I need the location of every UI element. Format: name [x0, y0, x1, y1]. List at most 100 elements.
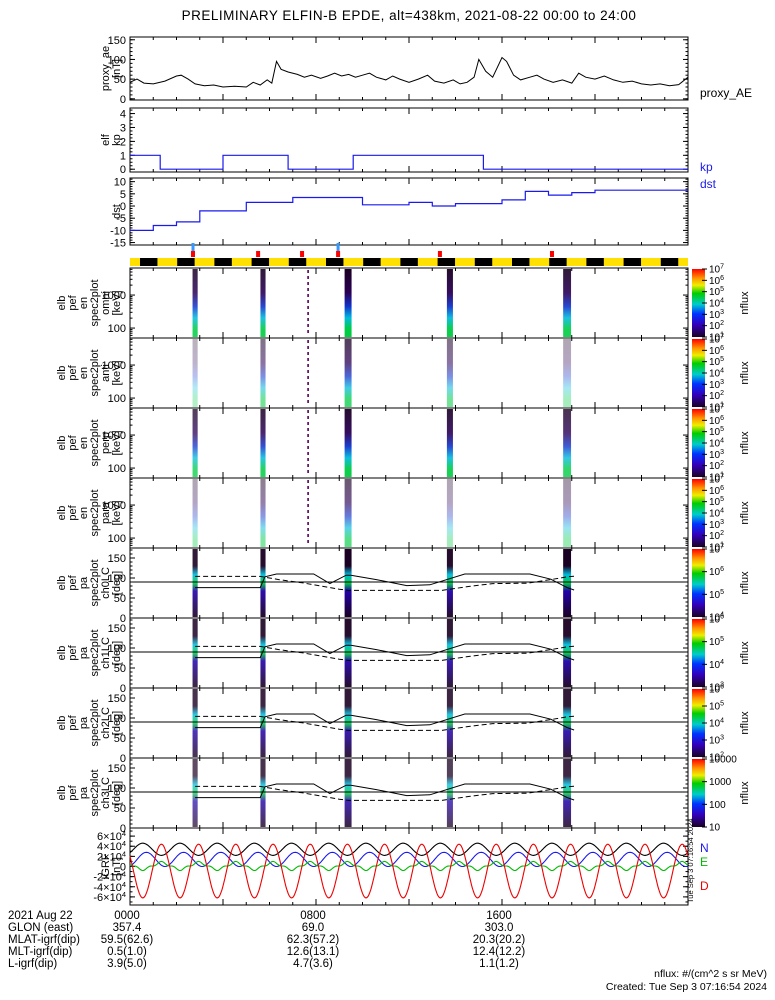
footer-row-label: MLAT-igrf(dip) — [8, 934, 80, 946]
y-tick-label: 3 — [120, 122, 126, 134]
panel-left-label-word: anti — [100, 364, 112, 382]
panel-kp — [129, 107, 689, 173]
panel-frame — [129, 477, 689, 549]
y-tick-label: 150 — [108, 623, 126, 635]
losscone-solid-curve — [195, 783, 575, 801]
colorbar — [692, 759, 705, 827]
colorbar-tick-label: 106 — [709, 275, 724, 287]
colorbar-tick-label: 104 — [709, 438, 724, 450]
orbit-bar-night — [363, 258, 381, 266]
losscone-solid-curve — [195, 713, 575, 731]
y-tick-label: 50 — [114, 663, 126, 675]
orbit-bar-night — [177, 258, 195, 266]
y-tick-label: 150 — [108, 693, 126, 705]
data-strip — [260, 549, 266, 617]
colorbar-tick-label: 103 — [709, 309, 724, 321]
panel-left-label-word: spec2plot — [89, 559, 101, 606]
colorbar-tick-label: 103 — [709, 682, 724, 694]
colorbar-tick-label: 107 — [709, 404, 724, 416]
science-zone-mark-red — [336, 251, 341, 257]
panel-pa_ch2lc — [129, 687, 707, 759]
y-tick-label: 100 — [108, 54, 126, 66]
science-zone-mark-red — [300, 251, 305, 257]
data-strip — [446, 339, 453, 407]
panel-dst — [129, 177, 689, 246]
igrf-component-label: E — [700, 855, 708, 869]
panel-frame — [129, 687, 689, 759]
colorbar — [692, 619, 705, 687]
data-strip — [260, 689, 266, 757]
panel-left-label-word: pef — [67, 434, 79, 450]
colorbar-tick-label: 105 — [709, 356, 724, 368]
panel-spec_omni — [129, 267, 707, 339]
data-strip — [446, 689, 453, 757]
y-tick-label: 100 — [108, 713, 126, 725]
colorbar-title: nflux — [739, 291, 751, 315]
panel-left-label-word: elb — [56, 366, 68, 381]
colorbar-tick-label: 106 — [709, 345, 724, 357]
colorbar-tick-label: 105 — [709, 589, 724, 601]
y-tick-label: -5 — [116, 213, 126, 225]
y-tick-label: -15 — [110, 238, 126, 250]
colorbar-tick-label: 102 — [709, 530, 724, 542]
data-strip — [344, 549, 352, 617]
panel-left-label-word: [keV] — [111, 500, 123, 525]
data-strip — [563, 339, 572, 407]
y-tick-label: 100 — [108, 393, 126, 405]
data-strip — [260, 479, 266, 547]
footer-row-label: 2021 Aug 22 — [8, 910, 73, 922]
colorbar-title: nflux — [739, 431, 751, 455]
panel-left-label-word: [keV] — [111, 430, 123, 455]
y-tick-label: 100 — [108, 783, 126, 795]
colorbar — [692, 549, 705, 617]
data-strip — [563, 479, 572, 547]
colorbar — [692, 409, 705, 477]
orbit-bar-night — [139, 258, 158, 266]
footer-row-label: GLON (east) — [8, 922, 74, 934]
science-zone-mark-red — [256, 251, 261, 257]
nflux-units-note: nflux: #/(cm^2 s sr MeV) — [654, 968, 767, 980]
footer-value: 0800 — [300, 910, 326, 922]
colorbar-tick-label: 103 — [709, 449, 724, 461]
panel-spec_perp — [129, 407, 707, 479]
colorbar-tick-label: 101 — [709, 542, 724, 554]
science-zone-mark-blue — [191, 243, 195, 257]
orbit-bar-night — [288, 258, 307, 266]
footer-value: 3.9(5.0) — [107, 958, 147, 970]
y-tick-label: 50 — [114, 74, 126, 86]
data-strip — [192, 339, 198, 407]
y-tick-label: 0 — [120, 201, 126, 213]
panel-left-label-word: en — [78, 437, 90, 449]
colorbar-tick-label: 104 — [709, 659, 724, 671]
panel-frame — [129, 107, 689, 173]
orbit-bar-night — [325, 258, 344, 266]
panel-left-label-word: spec2plot — [89, 769, 101, 816]
panel-pa_ch0lc — [129, 547, 707, 619]
kp-right-label: kp — [700, 160, 713, 174]
y-tick-label: 2 — [120, 136, 126, 148]
colorbar-tick-label: 102 — [709, 460, 724, 472]
footer-value: 1.1(1.2) — [479, 958, 519, 970]
colorbar-tick-label: 102 — [709, 752, 724, 764]
y-tick-label: 0 — [120, 823, 126, 835]
footer-value: 12.6(13.1) — [286, 946, 340, 958]
panel-left-label-word: [keV] — [111, 290, 123, 315]
y-tick-label: 50 — [114, 593, 126, 605]
science-zone-mark-red — [191, 251, 196, 257]
y-tick-label: 1000 — [102, 430, 126, 442]
orbit-bar-night — [400, 258, 418, 266]
colorbar — [692, 479, 705, 547]
data-strip — [192, 549, 198, 617]
panel-left-label-word: en — [78, 367, 90, 379]
y-tick-label: 2×104 — [97, 849, 126, 863]
y-tick-label: 150 — [108, 763, 126, 775]
data-strip — [563, 409, 572, 477]
orbit-bar-night — [660, 258, 679, 266]
losscone-solid-curve — [195, 573, 575, 591]
data-strip — [446, 269, 453, 337]
y-tick-label: 1000 — [102, 360, 126, 372]
orbit-bar-night — [214, 258, 232, 266]
panel-left-label-word: pef — [67, 364, 79, 380]
y-tick-label: 4×104 — [97, 839, 126, 853]
